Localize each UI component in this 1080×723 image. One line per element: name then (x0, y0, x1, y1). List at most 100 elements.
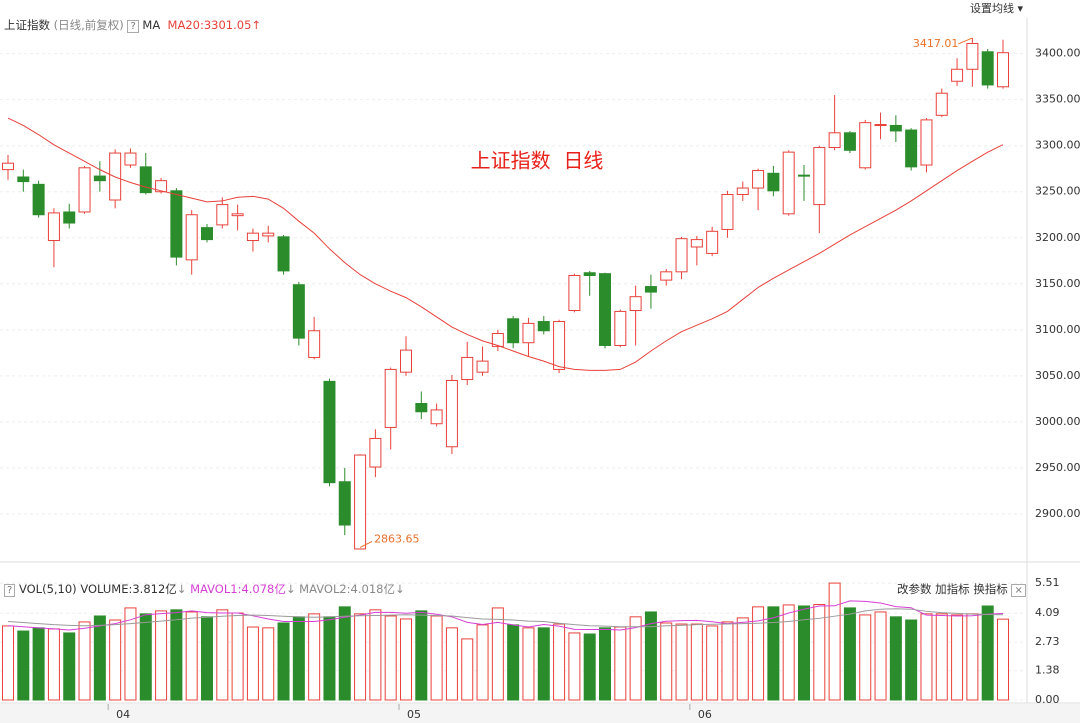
min-annotation: 2863.65 (374, 532, 420, 545)
candle-body (93, 175, 106, 182)
volume-bar (231, 612, 244, 701)
volume-header: ? VOL(5,10) VOLUME:3.812亿↓ MAVOL1:4.078亿… (4, 565, 405, 597)
volume-bar (568, 632, 581, 701)
y-tick-label: 2950.00 (1035, 461, 1080, 474)
button[interactable]: 加指标 (935, 582, 970, 596)
candle-body (553, 321, 566, 370)
volume-bar (384, 615, 397, 701)
y-tick-label: 1.38 (1035, 664, 1060, 677)
volume-bar (660, 622, 673, 701)
y-tick-label: 2.73 (1035, 635, 1060, 648)
volume-bar (537, 627, 550, 701)
volume-bar (782, 604, 795, 701)
candle-body (798, 174, 810, 177)
y-tick-label: 3300.00 (1035, 139, 1080, 152)
volume-bar (78, 621, 91, 701)
candle-body (614, 310, 627, 346)
x-tick-label: 04 (116, 708, 130, 721)
candle-body (629, 296, 642, 311)
volume-bar (201, 616, 213, 701)
candle-body (430, 409, 443, 425)
volume-bar (553, 623, 566, 701)
pointer (958, 37, 973, 45)
volume-bar (139, 613, 152, 701)
volume-bar (461, 638, 474, 701)
volume-bar (644, 611, 657, 701)
candle-body (752, 170, 765, 189)
button[interactable]: 换指标 (973, 582, 1008, 596)
index-title: 上证指数 (4, 18, 50, 32)
volume-bar (292, 616, 305, 701)
volume-bar (752, 606, 765, 701)
ma-label: MA (142, 18, 161, 32)
y-tick-label: 3000.00 (1035, 415, 1080, 428)
candle-body (644, 286, 657, 293)
candle-body (491, 333, 504, 347)
candle-body (599, 273, 611, 346)
volume-bar (798, 605, 810, 701)
volume-bar (629, 616, 642, 701)
volume-bar (2, 625, 14, 701)
mavol1: MAVOL1:4.078亿 (190, 582, 286, 596)
candle-body (277, 236, 290, 272)
close-button[interactable]: × (1011, 584, 1026, 597)
candle-body (981, 51, 994, 86)
volume-bar (507, 624, 520, 701)
volume-value: VOLUME:3.812亿 (80, 582, 177, 596)
volume-bar (491, 607, 504, 701)
volume-bar (17, 630, 30, 701)
chart-title: 上证指数 日线 (471, 149, 604, 173)
volume-bar (93, 615, 106, 701)
candle-body (874, 124, 887, 127)
ma-arrow: ↑ (251, 18, 262, 32)
candle-body (32, 183, 45, 216)
y-tick-label: 4.09 (1035, 606, 1060, 619)
candle-body (951, 68, 964, 82)
candle-body (706, 230, 719, 254)
y-tick-label: 3250.00 (1035, 185, 1080, 198)
volume-bar (308, 613, 321, 701)
candle-body (583, 272, 596, 277)
volume-bar (354, 613, 367, 701)
volume-bar (277, 622, 290, 701)
candle-body (461, 356, 474, 381)
candle-body (782, 151, 795, 215)
y-tick-label: 3050.00 (1035, 369, 1080, 382)
y-tick-label: 3400.00 (1035, 47, 1080, 60)
volume-bar (338, 606, 351, 701)
volume-bar (476, 624, 489, 701)
candle-body (323, 380, 336, 484)
volume-bar (445, 627, 458, 701)
candle-body (690, 239, 703, 248)
y-tick-label: 3150.00 (1035, 277, 1080, 290)
arrow: ↓ (394, 582, 405, 596)
settings-button[interactable]: 设置均线 ▾ (970, 2, 1024, 15)
arrow: ↓ (285, 582, 296, 596)
candle-body (537, 321, 550, 332)
candle-body (216, 204, 229, 226)
help-button[interactable]: ? (4, 584, 16, 597)
y-tick-label: 2900.00 (1035, 507, 1080, 520)
help-button[interactable]: ? (127, 20, 139, 33)
y-tick-label: 3100.00 (1035, 323, 1080, 336)
candle-body (384, 368, 397, 428)
volume-bar (951, 614, 964, 701)
volume-bar (843, 607, 856, 701)
arrow: ↓ (176, 582, 187, 596)
volume-bar (614, 626, 627, 701)
y-tick-label: 5.51 (1035, 576, 1060, 589)
candle-body (78, 167, 91, 213)
volume-bar (905, 619, 918, 701)
button[interactable]: 改参数 (897, 582, 932, 596)
y-tick-label: 3350.00 (1035, 93, 1080, 106)
volume-bar (32, 627, 45, 701)
x-tick-label: 05 (407, 708, 421, 721)
volume-bar (828, 582, 841, 701)
candle-body (415, 402, 428, 413)
mavol2: MAVOL2:4.018亿 (299, 582, 395, 596)
header: 上证指数 (日线,前复权) ? MA MA20:3301.05↑ (4, 1, 261, 33)
volume-bar (400, 618, 412, 701)
candle-body (445, 379, 458, 448)
volume-buttons: 改参数 加指标 换指标 × (897, 565, 1026, 597)
